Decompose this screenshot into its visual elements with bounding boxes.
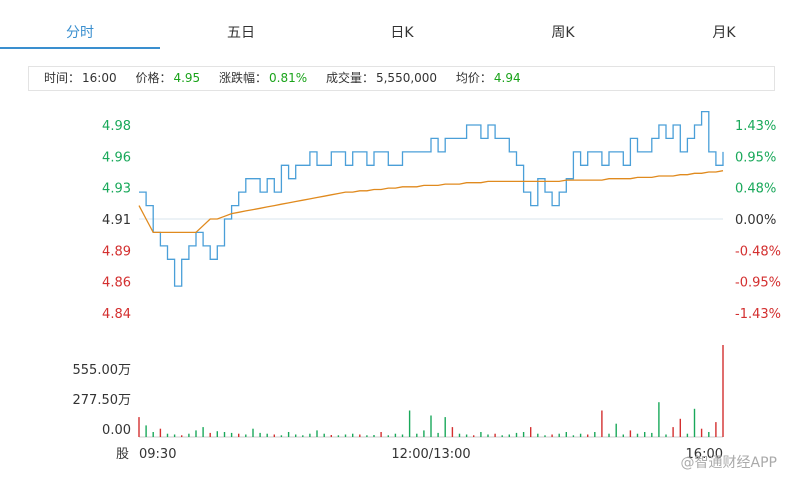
price-tick-label: 4.93 xyxy=(102,182,131,197)
tab-five-day[interactable]: 五日 xyxy=(227,25,255,41)
volume-value: 5,550,000 xyxy=(375,71,438,85)
price-tick-label: 4.89 xyxy=(102,244,131,259)
tab-monthly-k[interactable]: 月K xyxy=(712,25,736,41)
tab-weekly-k[interactable]: 周K xyxy=(551,25,575,41)
time-label: 时间： xyxy=(44,71,81,85)
x-tick-label: 12:00/13:00 xyxy=(391,447,470,462)
percent-tick-label: 1.43% xyxy=(735,119,776,134)
change-label: 涨跌幅： xyxy=(219,71,268,85)
avg-label: 均价： xyxy=(455,71,492,85)
price-tick-label: 4.96 xyxy=(102,150,131,165)
volume-tick-label: 0.00 xyxy=(102,423,131,438)
active-tab-indicator xyxy=(0,47,160,49)
x-tick-label: 16:00 xyxy=(686,447,723,462)
price-tick-label: 4.86 xyxy=(102,276,131,291)
percent-tick-label: 0.48% xyxy=(735,182,776,197)
x-tick-label: 09:30 xyxy=(139,447,176,462)
percent-tick-label: 0.95% xyxy=(735,150,776,165)
quote-info-bar: 时间： 16:00 价格： 4.95 涨跌幅： 0.81% 成交量： 5,550,000… xyxy=(28,66,775,91)
price-line xyxy=(139,110,724,287)
volume-tick-label: 277.50万 xyxy=(73,393,132,408)
price-tick-label: 4.84 xyxy=(102,307,131,322)
time-value: 16:00 xyxy=(82,71,117,85)
volume-tick-label: 555.00万 xyxy=(73,363,132,378)
avg-value: 4.94 xyxy=(493,71,521,85)
price-tick-label: 4.98 xyxy=(102,119,131,134)
percent-tick-label: -1.43% xyxy=(735,307,781,322)
watermark: @智通财经APP xyxy=(680,455,777,471)
percent-tick-label: 0.00% xyxy=(735,213,776,228)
average-price-line xyxy=(138,170,724,234)
change-value: 0.81% xyxy=(269,71,308,85)
price-tick-label: 4.91 xyxy=(102,213,131,228)
price-value: 4.95 xyxy=(173,71,201,85)
tab-daily-k[interactable]: 日K xyxy=(390,25,414,41)
price-label: 价格： xyxy=(135,71,172,85)
volume-label: 成交量： xyxy=(325,71,374,85)
percent-tick-label: -0.95% xyxy=(735,276,781,291)
chart-tabs: 分时 五日 日K 周K 月K xyxy=(0,0,787,50)
percent-tick-label: -0.48% xyxy=(735,244,781,259)
x-axis-unit-label: 股 xyxy=(116,447,129,462)
tab-intraday[interactable]: 分时 xyxy=(66,25,94,41)
